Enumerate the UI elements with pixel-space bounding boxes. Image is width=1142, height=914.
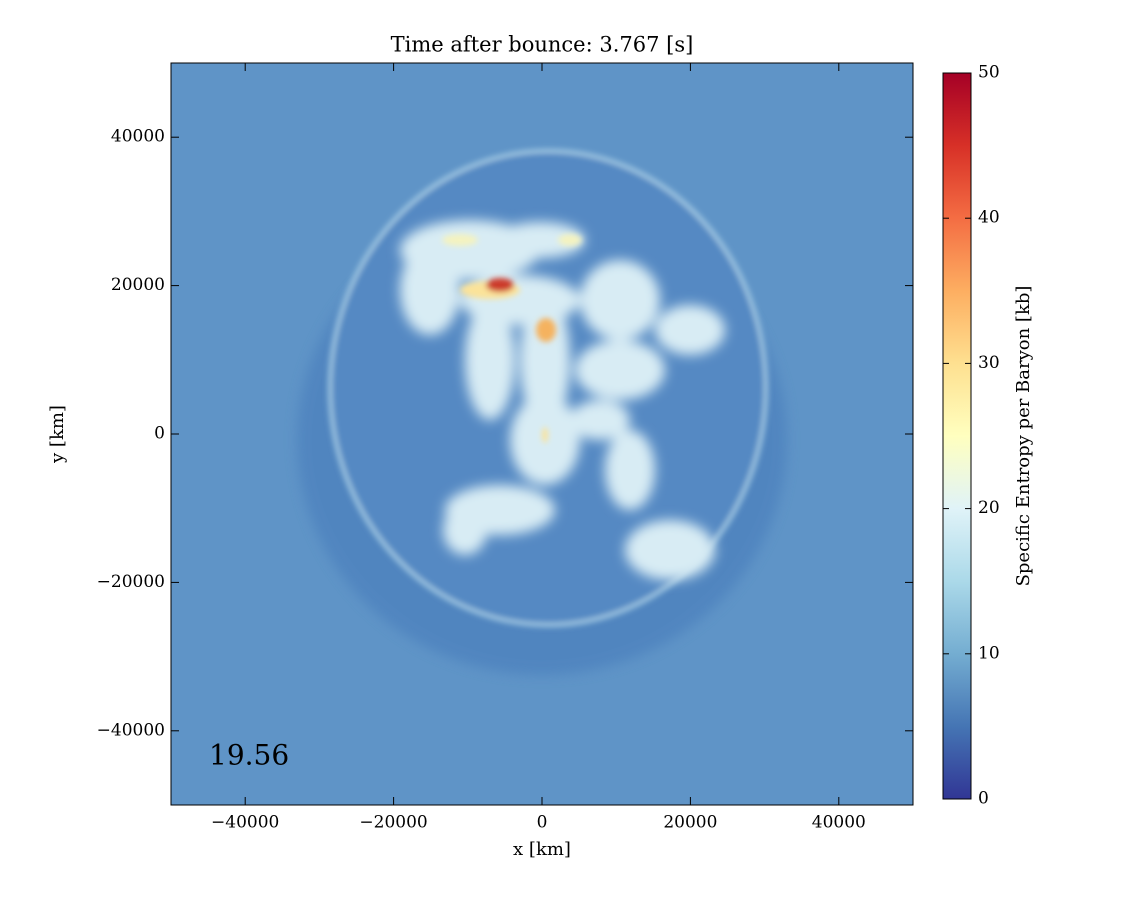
colorbar-tick-label: 50 bbox=[978, 63, 1000, 83]
y-tick-label: −40000 bbox=[97, 720, 165, 740]
x-tick-label: 40000 bbox=[812, 813, 866, 833]
colorbar-tick-label: 0 bbox=[978, 789, 989, 809]
y-tick-label: −20000 bbox=[97, 572, 165, 592]
y-axis-label: y [km] bbox=[47, 405, 68, 464]
x-tick-label: 20000 bbox=[663, 813, 717, 833]
colorbar-tick-label: 40 bbox=[978, 208, 1000, 228]
heatmap-image bbox=[171, 63, 913, 805]
annotation: 19.56 bbox=[209, 739, 289, 772]
x-tick-label: −20000 bbox=[359, 813, 427, 833]
colorbar-tick-label: 30 bbox=[978, 353, 1000, 373]
x-axis-label: x [km] bbox=[513, 839, 571, 860]
chart-title: Time after bounce: 3.767 [s] bbox=[391, 33, 694, 57]
x-tick-label: 0 bbox=[537, 813, 548, 833]
colorbar-tick-label: 10 bbox=[978, 643, 1000, 663]
y-tick-label: 0 bbox=[154, 424, 165, 444]
colorbar bbox=[942, 72, 972, 800]
colorbar-tick-label: 20 bbox=[978, 498, 1000, 518]
colorbar-label: Specific Entropy per Baryon [kb] bbox=[1013, 286, 1034, 587]
x-tick-label: −40000 bbox=[211, 813, 279, 833]
y-tick-label: 20000 bbox=[111, 275, 165, 295]
y-tick-label: 40000 bbox=[111, 127, 165, 147]
